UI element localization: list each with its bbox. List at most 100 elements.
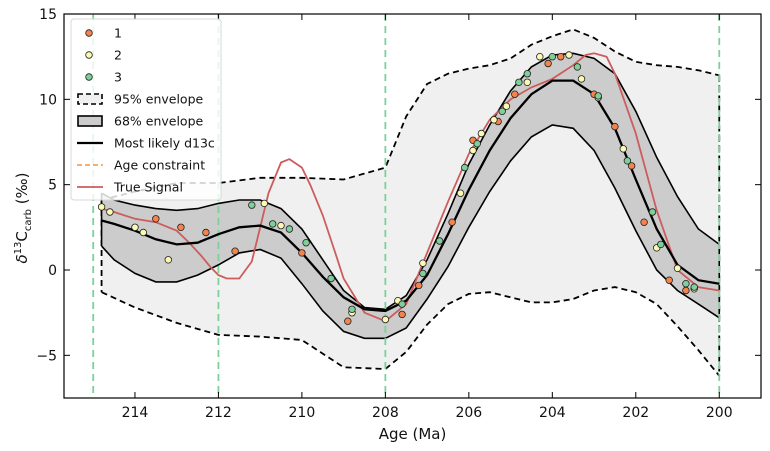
legend-3-label: 3 bbox=[114, 70, 122, 85]
data-point-series-3 bbox=[419, 269, 427, 278]
data-point-series-1 bbox=[344, 317, 352, 325]
data-point-series-1 bbox=[152, 215, 160, 223]
legend-95-envelope-swatch bbox=[77, 93, 103, 105]
data-point-series-2 bbox=[565, 51, 573, 59]
data-point-series-1 bbox=[298, 249, 306, 257]
x-tick-label: 214 bbox=[122, 405, 149, 421]
x-axis-label: Age (Ma) bbox=[379, 425, 447, 443]
data-point-series-3 bbox=[594, 92, 602, 100]
data-point-series-1 bbox=[202, 228, 210, 237]
data-point-series-2 bbox=[164, 256, 172, 264]
x-tick-label: 212 bbox=[205, 405, 232, 421]
data-point-series-1 bbox=[665, 276, 673, 284]
data-point-series-3 bbox=[648, 208, 657, 216]
data-point-series-2 bbox=[97, 203, 106, 211]
data-point-series-3 bbox=[657, 240, 665, 249]
data-point-series-2 bbox=[469, 146, 477, 155]
legend-95-envelope-label: 95% envelope bbox=[114, 92, 204, 107]
data-point-series-1 bbox=[544, 59, 552, 68]
y-label-delta: δ bbox=[13, 254, 31, 263]
data-point-series-2 bbox=[131, 223, 139, 231]
data-point-series-3 bbox=[548, 53, 556, 61]
y-label-units: (‰) bbox=[13, 172, 31, 209]
legend-3-marker bbox=[85, 73, 93, 81]
data-point-series-3 bbox=[690, 283, 698, 291]
y-tick-label: 5 bbox=[48, 178, 57, 194]
data-point-series-2 bbox=[456, 189, 465, 197]
data-point-series-2 bbox=[502, 102, 511, 110]
data-point-series-2 bbox=[490, 116, 498, 124]
data-point-series-2 bbox=[277, 221, 285, 230]
y-label-superscript: 13 bbox=[13, 242, 24, 255]
plot-frame bbox=[63, 13, 762, 399]
data-point-series-2 bbox=[536, 53, 544, 61]
data-point-series-1 bbox=[611, 122, 619, 131]
envelope-68-lower bbox=[101, 124, 720, 340]
data-point-series-1 bbox=[398, 310, 406, 319]
envelope-95-upper bbox=[101, 28, 720, 201]
data-point-series-1 bbox=[415, 281, 423, 290]
data-point-series-3 bbox=[248, 201, 256, 209]
data-point-series-3 bbox=[523, 69, 531, 78]
x-tick-label: 206 bbox=[455, 405, 482, 421]
x-tick-label: 210 bbox=[289, 405, 316, 421]
legend-1-label: 1 bbox=[114, 26, 122, 41]
data-point-series-2 bbox=[260, 199, 268, 208]
legend-68-envelope-label: 68% envelope bbox=[114, 114, 204, 129]
data-point-series-3 bbox=[623, 157, 632, 165]
y-tick-label: 15 bbox=[39, 7, 57, 23]
data-point-series-3 bbox=[398, 300, 406, 308]
x-tick-label: 202 bbox=[622, 405, 649, 421]
x-tick-label: 208 bbox=[372, 405, 399, 421]
legend-true-signal-label: True Signal bbox=[113, 180, 183, 195]
data-point-series-1 bbox=[177, 223, 185, 231]
y-tick-label: 0 bbox=[48, 263, 57, 279]
data-point-series-3 bbox=[682, 280, 690, 288]
data-point-series-3 bbox=[435, 237, 444, 245]
data-point-series-1 bbox=[682, 286, 690, 295]
y-tick-label: 10 bbox=[39, 92, 57, 108]
data-point-series-1 bbox=[627, 162, 636, 170]
data-point-series-2 bbox=[106, 208, 114, 216]
x-tick-label: 204 bbox=[539, 405, 566, 421]
data-point-series-3 bbox=[269, 220, 277, 228]
data-point-series-2 bbox=[619, 145, 627, 153]
data-point-series-3 bbox=[515, 78, 523, 86]
legend-2-label: 2 bbox=[114, 48, 122, 63]
data-point-series-3 bbox=[461, 163, 469, 172]
legend-most-likely-d13c-label: Most likely d13c bbox=[114, 136, 215, 151]
data-point-series-1 bbox=[640, 218, 648, 226]
data-point-series-2 bbox=[419, 259, 427, 267]
data-point-series-2 bbox=[477, 129, 486, 138]
data-point-series-3 bbox=[285, 225, 294, 233]
data-point-series-1 bbox=[448, 218, 456, 226]
data-point-series-1 bbox=[231, 247, 239, 255]
legend-box bbox=[70, 18, 222, 201]
legend-68-envelope-swatch bbox=[77, 115, 103, 127]
envelope-95-lower bbox=[101, 286, 720, 377]
y-axis-label: δ13Ccarb (‰) bbox=[13, 172, 34, 263]
x-tick-label: 200 bbox=[706, 405, 733, 421]
data-point-series-2 bbox=[381, 315, 390, 324]
data-point-series-3 bbox=[498, 107, 506, 115]
data-point-series-3 bbox=[327, 274, 335, 283]
y-label-main: C bbox=[13, 231, 31, 241]
data-point-series-2 bbox=[673, 264, 682, 272]
data-point-series-2 bbox=[139, 228, 147, 237]
axis-ticks: 214 212 210 208 206 204 202 200 −5 0 5 10 15 bbox=[36, 7, 761, 421]
envelope-68-fill bbox=[101, 53, 720, 339]
data-point-series-3 bbox=[348, 305, 356, 313]
data-point-series-2 bbox=[577, 75, 586, 83]
legend-age-constraint-label: Age constraint bbox=[114, 158, 205, 173]
data-point-series-1 bbox=[557, 53, 565, 61]
true-signal-line bbox=[101, 52, 720, 323]
data-point-series-1 bbox=[511, 90, 519, 98]
data-point-series-2 bbox=[523, 78, 531, 86]
y-tick-label: −5 bbox=[36, 348, 57, 364]
legend: 1 2 3 95% envelope 68% envelope Most likely d… bbox=[70, 18, 222, 201]
legend-2-marker bbox=[85, 51, 93, 59]
data-point-series-3 bbox=[302, 238, 310, 247]
legend-1-marker bbox=[85, 29, 93, 37]
data-point-series-3 bbox=[573, 63, 582, 71]
